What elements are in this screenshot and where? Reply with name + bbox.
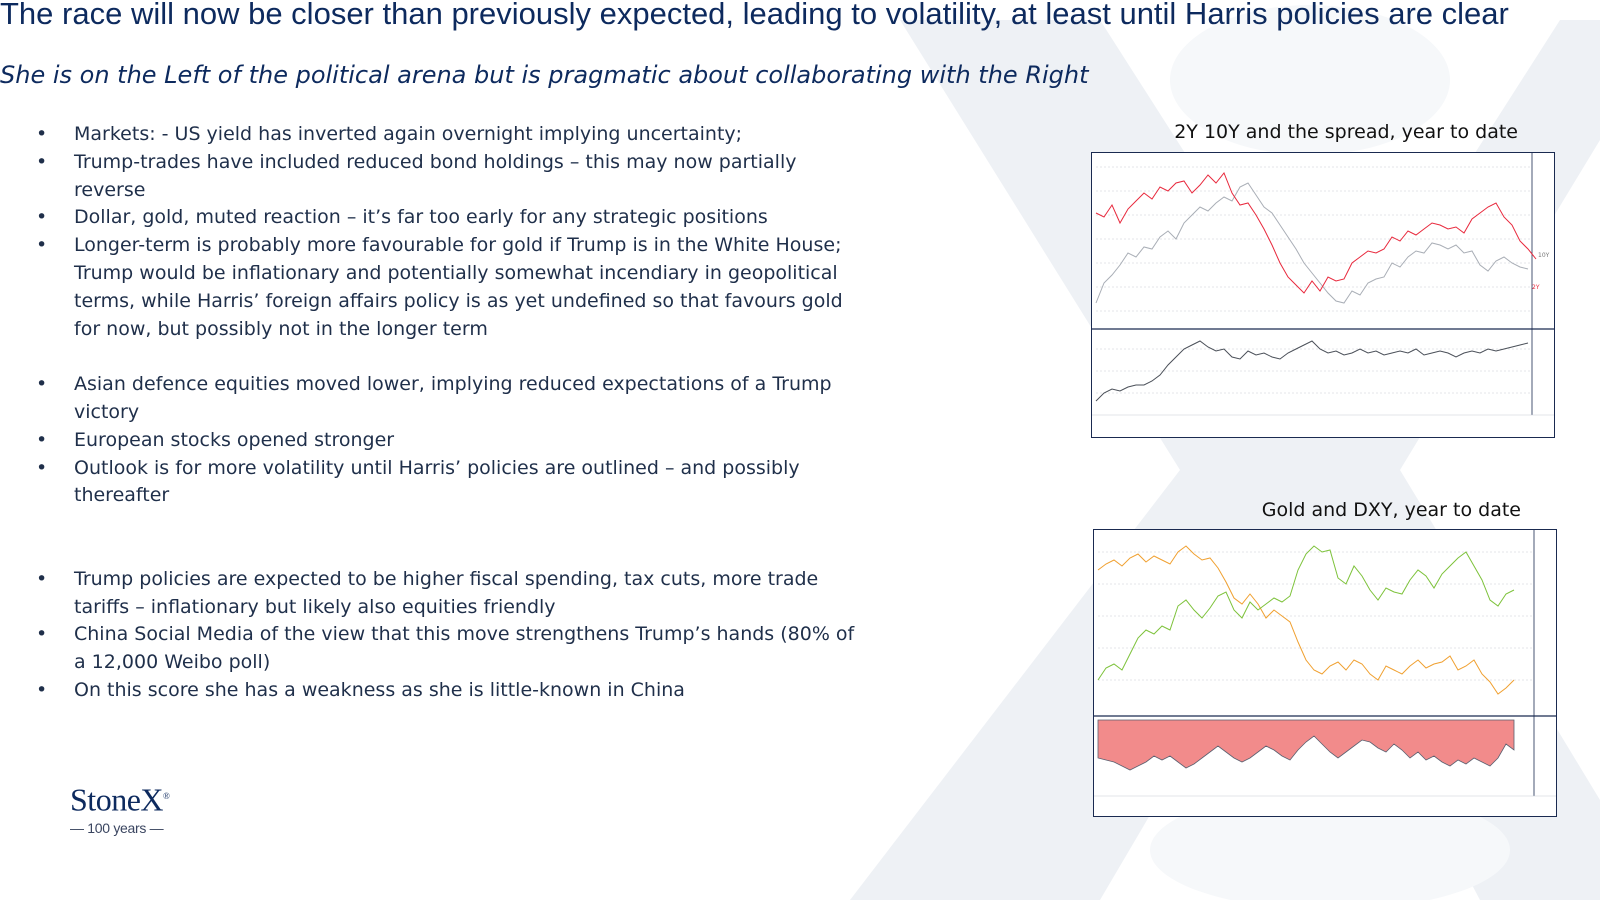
gold-chart-gridlines (1098, 551, 1532, 681)
green-series-line (1097, 545, 1515, 681)
bullet-item: China Social Media of the view that this… (36, 621, 856, 677)
slide-subtitle: She is on the Left of the political aren… (0, 61, 1089, 89)
yield-chart-image: 10Y 2Y (1091, 152, 1555, 438)
bullet-item: Asian defence equities moved lower, impl… (36, 371, 856, 427)
stonex-logo: StoneX® — 100 years — (70, 776, 170, 836)
red-yield-line (1095, 172, 1537, 294)
spread-line (1095, 340, 1529, 402)
bullet-item: Trump-trades have included reduced bond … (36, 149, 856, 205)
bullet-item: Markets: - US yield has inverted again o… (36, 121, 856, 149)
bullet-item: Outlook is for more volatility until Har… (36, 455, 856, 511)
yield-chart-gridlines (1096, 166, 1530, 394)
yield-chart-title: 2Y 10Y and the spread, year to date (1174, 121, 1518, 143)
gold-chart-title: Gold and DXY, year to date (1261, 499, 1521, 521)
bullet-item: Longer-term is probably more favourable … (36, 232, 856, 343)
series-label-10y: 10Y (1538, 252, 1550, 259)
logo-name-text: StoneX (70, 781, 164, 818)
slide-title: The race will now be closer than previou… (0, 0, 1509, 31)
bullet-item: On this score she has a weakness as she … (36, 677, 856, 705)
logo-registered-mark: ® (163, 791, 170, 801)
orange-series-line (1097, 545, 1515, 695)
spread-area (1097, 719, 1515, 771)
bullet-item: Dollar, gold, muted reaction – it’s far … (36, 204, 856, 232)
logo-tagline: — 100 years — (70, 819, 164, 836)
bullet-item: Trump policies are expected to be higher… (36, 566, 856, 622)
series-label-2y: 2Y (1532, 284, 1540, 291)
gray-yield-line (1095, 182, 1529, 304)
logo-wordmark: StoneX® (70, 776, 170, 820)
bullet-item: European stocks opened stronger (36, 427, 856, 455)
gold-chart-image (1093, 529, 1557, 817)
bullet-list: Markets: - US yield has inverted again o… (36, 121, 856, 705)
